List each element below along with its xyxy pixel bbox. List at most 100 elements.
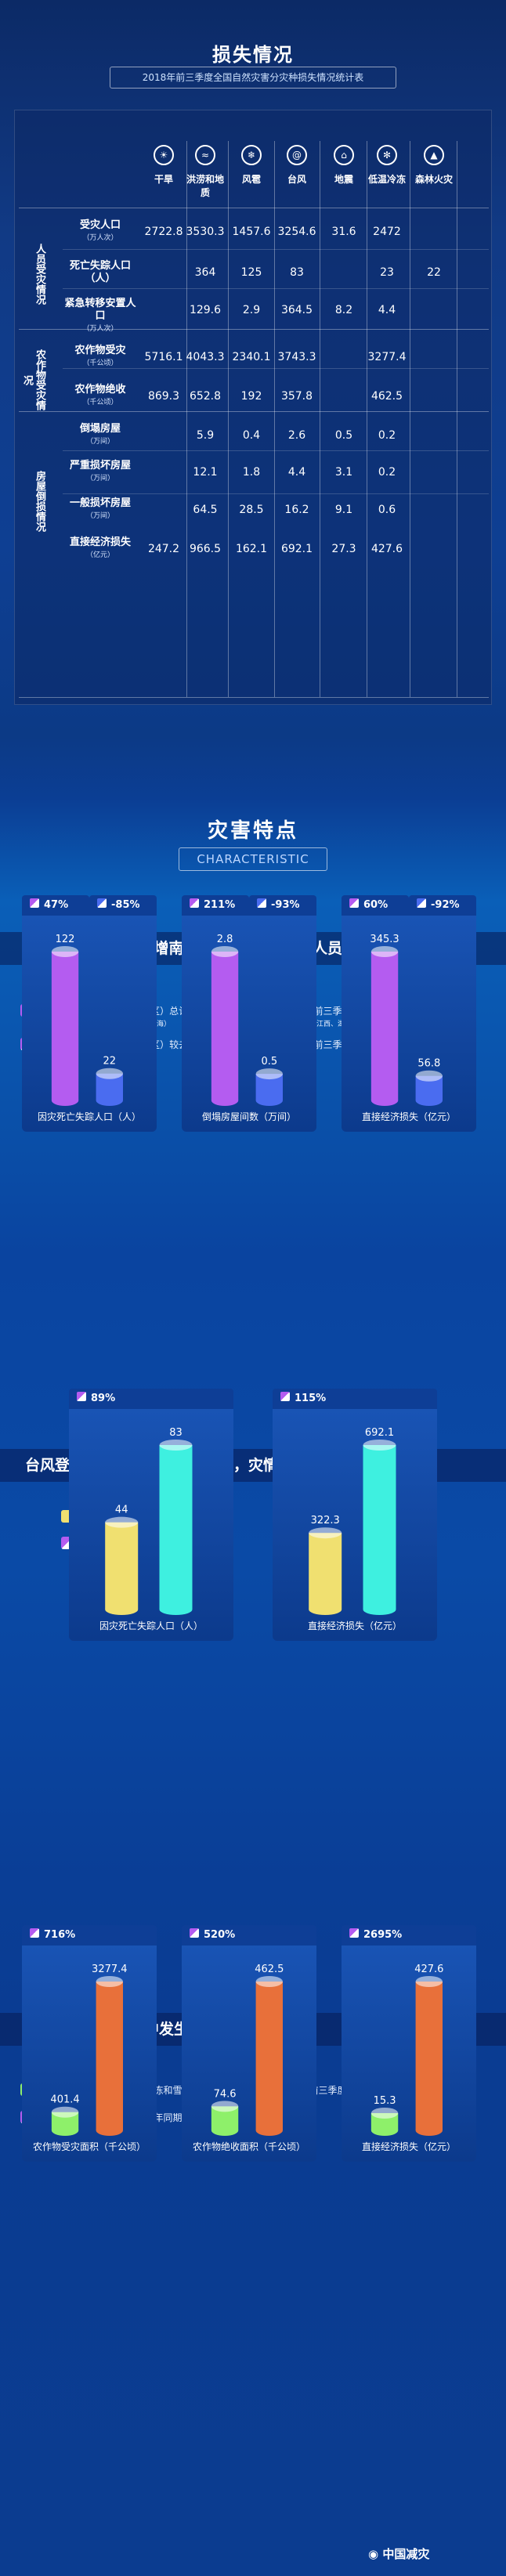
change-up-badge: 89% — [69, 1389, 233, 1409]
change-up-value: 115% — [295, 1393, 327, 1404]
table-cell: 129.6 — [189, 304, 222, 316]
table-cell: 31.6 — [331, 226, 356, 238]
table-cell: 192 — [240, 390, 262, 403]
row-unit: （万间） — [85, 475, 114, 482]
bar-series-1: 2.8 — [211, 934, 239, 1106]
row-label: 倒塌房屋 （万间） — [61, 423, 139, 448]
fire-icon: ▲ — [424, 145, 444, 165]
data-label: 56.8 — [417, 1058, 440, 1070]
table-cell: 357.8 — [280, 390, 313, 403]
bar-chart: 322.3 692.1 — [309, 1427, 396, 1615]
row-label: 严重损坏房屋 （万间） — [61, 460, 139, 485]
bar-base — [96, 2125, 123, 2136]
chart-panel — [69, 1390, 233, 1641]
bar-base — [415, 1095, 443, 1106]
table-cell: 0.2 — [378, 429, 396, 442]
bar-series-1: 74.6 — [211, 2088, 239, 2136]
bar-cap — [51, 2106, 79, 2118]
bar-base — [370, 1095, 399, 1106]
row-label-text: 一般损坏房屋 — [69, 497, 131, 509]
table-cell: 2.9 — [242, 304, 261, 316]
row-divider — [63, 288, 489, 289]
chart-panel — [22, 897, 157, 1132]
category-label: 农作物受灾面积（千公顷） — [32, 2141, 146, 2152]
brand-name: 中国减灾 — [382, 2547, 430, 2561]
category-label: 因灾死亡失踪人口（人） — [37, 1111, 141, 1122]
bar-chart: 44 83 — [105, 1427, 193, 1615]
table-cell: 4.4 — [287, 466, 306, 479]
table-cell: 64.5 — [193, 504, 218, 516]
bar-cap — [415, 1976, 443, 1987]
chart-panel — [342, 1927, 476, 2162]
table-cell: 966.5 — [189, 543, 222, 555]
column-header: 台风 — [287, 174, 306, 185]
hail-icon: ❄ — [241, 145, 262, 165]
bar-series-2: 692.1 — [363, 1427, 396, 1615]
table-cell: 5.9 — [196, 429, 215, 442]
bar-cap — [105, 1516, 139, 1528]
up-arrow-icon — [349, 1928, 359, 1938]
category-label: 直接经济损失（亿元） — [361, 2141, 456, 2152]
data-label: 22 — [103, 1056, 117, 1068]
bar — [51, 952, 79, 1100]
bar-cap — [211, 946, 239, 957]
change-up-value: 60% — [363, 899, 389, 911]
table-cell: 2472 — [373, 226, 401, 238]
up-arrow-icon — [280, 1392, 290, 1401]
table-cell: 9.1 — [334, 504, 353, 516]
table-cell: 3277.4 — [367, 351, 407, 363]
chart-panel — [273, 1390, 437, 1641]
table-cell: 4.4 — [378, 304, 396, 316]
bar-base — [211, 2125, 239, 2136]
group-label: 农作物受灾情况 — [21, 349, 45, 410]
change-up-badge: 115% — [273, 1389, 437, 1409]
typhoon-icon: @ — [287, 145, 307, 165]
chart-panel — [182, 897, 316, 1132]
column-divider — [274, 141, 275, 697]
bar-cap — [370, 2108, 399, 2119]
up-arrow-icon — [349, 898, 359, 908]
bar-chart: 401.4 3277.4 — [50, 1964, 128, 2136]
bar-base — [370, 2125, 399, 2136]
table-cell: 0.5 — [334, 429, 353, 442]
change-up-value: 47% — [44, 899, 69, 911]
table-cell: 27.3 — [331, 543, 356, 555]
change-up-value: 2695% — [363, 1929, 403, 1941]
bar-chart: 15.3 427.6 — [370, 1964, 443, 2136]
bar — [96, 1982, 123, 2130]
row-unit: （千公顷） — [82, 399, 118, 406]
bar-series-1: 401.4 — [50, 2094, 80, 2136]
row-label: 农作物绝收 （千公顷） — [61, 384, 139, 409]
bar-chart: 2.8 0.5 — [211, 934, 283, 1106]
bar-series-1: 322.3 — [309, 1515, 342, 1615]
bar-series-1: 122 — [51, 934, 79, 1106]
bar-base — [51, 1095, 79, 1106]
row-unit: （万人次） — [82, 234, 118, 242]
row-unit: （万间） — [85, 512, 114, 520]
data-label: 44 — [115, 1505, 128, 1516]
table-cell: 0.6 — [378, 504, 396, 516]
wechat-icon: ◉ — [368, 2547, 383, 2561]
bar-series-2: 22 — [96, 1056, 123, 1106]
table-cell: 23 — [380, 266, 394, 279]
table-cell: 427.6 — [370, 543, 403, 555]
row-divider — [19, 697, 489, 698]
table-cell: 652.8 — [189, 390, 222, 403]
bar-series-1: 44 — [105, 1505, 139, 1615]
table-cell: 125 — [240, 266, 262, 279]
change-up-badge: 47% — [22, 895, 89, 916]
bar-series-1: 15.3 — [370, 2095, 399, 2136]
data-label: 0.5 — [261, 1056, 277, 1068]
bar-base — [211, 1095, 239, 1106]
category-label: 倒塌房屋间数（万间） — [201, 1111, 296, 1122]
bar-base — [96, 1095, 123, 1106]
table-cell: 2340.1 — [232, 351, 271, 363]
change-down-value: -93% — [271, 899, 300, 911]
category-label: 直接经济损失（亿元） — [307, 1620, 402, 1631]
table-cell: 3254.6 — [277, 226, 316, 238]
category-label: 农作物绝收面积（千公顷） — [192, 2141, 305, 2152]
row-label-text: 直接经济损失 — [69, 537, 131, 548]
row-label-text: 倒塌房屋 — [79, 423, 121, 435]
bar-cap — [96, 1976, 123, 1987]
change-down-badge: -85% — [89, 895, 157, 916]
